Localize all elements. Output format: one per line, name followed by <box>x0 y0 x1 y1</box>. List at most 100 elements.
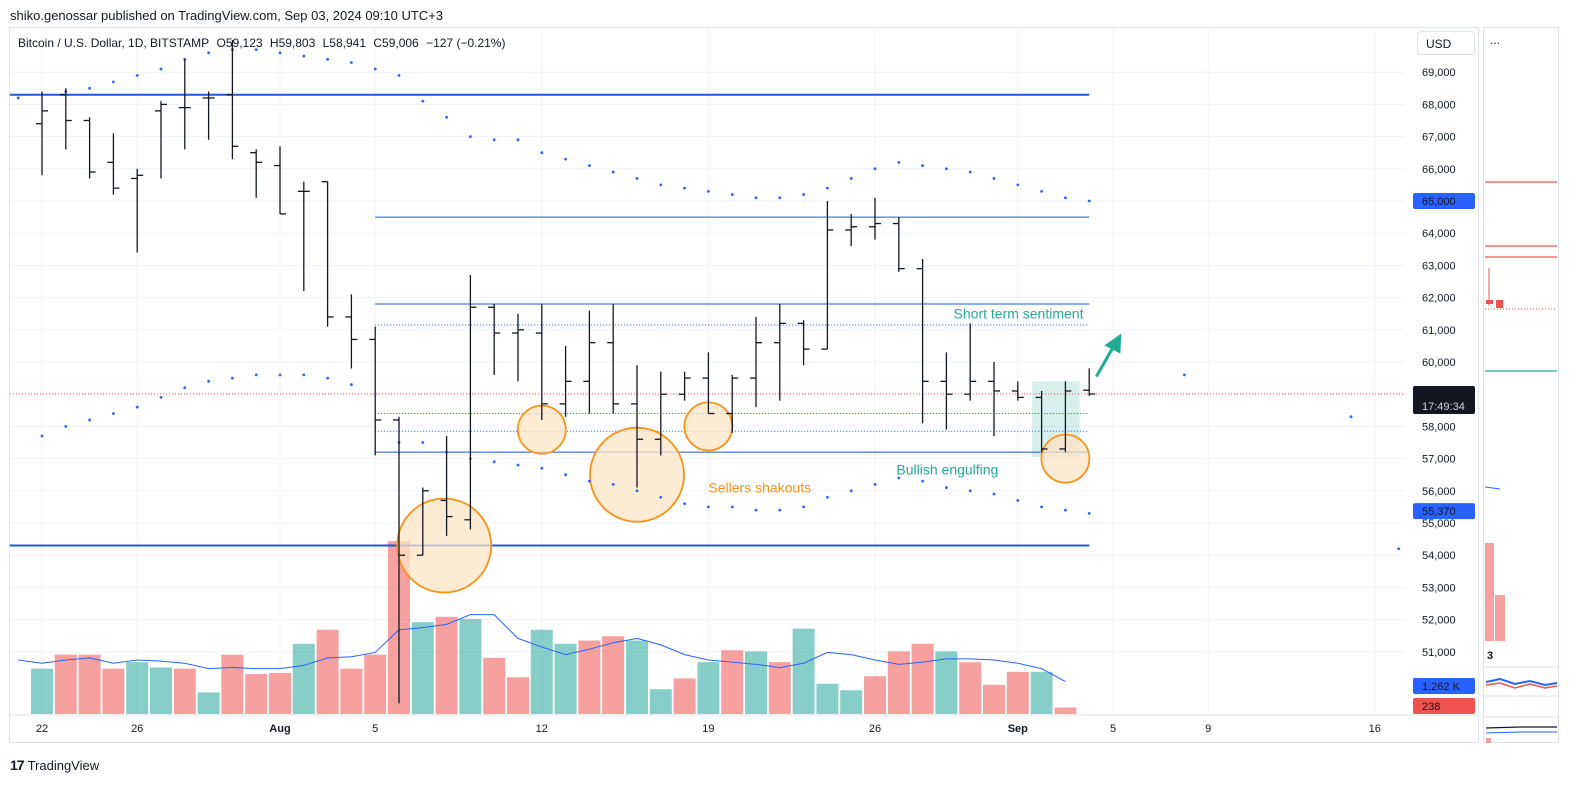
sar-dot <box>112 412 115 415</box>
sar-dot <box>1445 563 1448 566</box>
sar-dot <box>968 170 972 174</box>
x-tick-label: 19 <box>702 723 714 735</box>
sar-dot <box>659 183 663 187</box>
y-tick-label: 67,000 <box>1422 132 1456 144</box>
low-value: L58,941 <box>322 36 367 50</box>
sar-dot <box>135 405 139 409</box>
x-tick-label: Sep <box>1008 723 1028 735</box>
sar-dot <box>1016 499 1020 502</box>
y-tick-label: 52,000 <box>1422 615 1456 627</box>
price-label-text: 55,370 <box>1422 506 1456 518</box>
publish-line: shiko.genossar published on TradingView.… <box>10 8 444 23</box>
y-tick-label: 60,000 <box>1422 357 1456 369</box>
x-tick-label: 12 <box>536 723 548 735</box>
y-tick-label: 54,000 <box>1422 550 1456 562</box>
sar-dot <box>445 115 448 119</box>
y-tick-label: 69,000 <box>1422 67 1456 79</box>
volume-bar <box>673 678 696 714</box>
sar-dot <box>540 151 544 155</box>
sar-dot <box>802 505 805 509</box>
price-label-countdown: 17:49:34 <box>1422 401 1465 413</box>
volume-bar <box>1030 671 1053 714</box>
volume-label-box <box>1413 698 1475 714</box>
y-tick-label: 55,000 <box>1422 518 1456 530</box>
volume-bar <box>197 692 220 714</box>
volume-bar <box>935 651 958 714</box>
volume-label-text: 238 <box>1422 701 1440 713</box>
side-candle <box>1486 300 1493 304</box>
volume-ma-line <box>18 614 1066 683</box>
sar-dot <box>921 479 924 483</box>
volume-bar <box>173 668 196 714</box>
volume-bar <box>126 662 149 714</box>
sar-dot <box>968 489 972 493</box>
sar-dot <box>778 508 782 512</box>
side-line <box>1484 486 1501 490</box>
sar-dot <box>945 167 948 171</box>
y-tick-label: 57,000 <box>1422 454 1456 466</box>
side-mini-line <box>1485 726 1557 729</box>
volume-bar <box>411 622 434 714</box>
volume-bar <box>1006 671 1029 714</box>
volume-bar <box>31 668 53 714</box>
side-panel <box>1483 27 1559 743</box>
sar-dot <box>1016 183 1020 187</box>
sar-dot <box>350 61 353 64</box>
volume-bar <box>554 643 577 714</box>
volume-bar <box>887 651 910 714</box>
sar-dot <box>1040 189 1043 193</box>
sar-dot <box>302 54 306 58</box>
volume-bar <box>864 676 886 714</box>
volume-bar <box>649 689 672 714</box>
volume-bar <box>959 662 982 714</box>
symbol-name[interactable]: Bitcoin / U.S. Dollar, 1D, BITSTAMP <box>18 36 210 50</box>
sar-dot <box>849 489 853 493</box>
sar-dot <box>754 508 758 512</box>
volume-bar <box>292 643 315 714</box>
sar-dot <box>564 157 567 161</box>
sar-dot <box>730 505 734 509</box>
sar-dot <box>635 489 639 493</box>
volume-bar <box>911 643 934 714</box>
sar-dot <box>397 74 401 77</box>
sar-dot <box>635 177 639 180</box>
sar-dot <box>588 479 591 483</box>
volume-bar <box>530 629 553 714</box>
sar-dot <box>112 80 115 84</box>
sar-dot <box>421 99 425 103</box>
sar-dot <box>207 379 211 383</box>
x-tick-label: 5 <box>1110 723 1116 735</box>
sar-dot <box>516 138 520 142</box>
volume-bar <box>316 629 339 714</box>
sar-dot <box>492 460 496 464</box>
y-tick-label: 62,000 <box>1422 293 1456 305</box>
sar-dot <box>897 476 901 480</box>
tradingview-logo-icon: 17 <box>10 757 25 773</box>
sar-dot <box>469 135 472 139</box>
volume-label-text: 1.262 K <box>1422 681 1461 693</box>
more-menu-button[interactable]: ... <box>1490 33 1501 47</box>
high-value: H59,803 <box>269 36 316 50</box>
side-mini-line <box>1485 677 1558 687</box>
volume-bar <box>840 690 863 714</box>
sar-dot <box>849 177 853 180</box>
volume-bar <box>245 674 268 714</box>
sar-dot <box>254 48 258 52</box>
sar-dot <box>826 495 829 499</box>
sar-dot <box>1064 508 1067 512</box>
sar-dot <box>278 51 282 55</box>
currency-button[interactable]: USD <box>1417 31 1475 55</box>
side-mini-bar <box>1486 738 1491 743</box>
volume-bar <box>697 662 720 714</box>
sar-dot <box>207 51 211 55</box>
volume-bar <box>792 628 815 714</box>
side-panel-label: 3 <box>1487 650 1494 662</box>
sar-dot <box>1064 196 1067 200</box>
sar-dot <box>278 373 282 377</box>
brand[interactable]: 17 TradingView <box>10 757 99 773</box>
x-tick-label: 22 <box>36 723 48 735</box>
volume-bar <box>816 683 839 714</box>
close-value: C59,006 <box>373 36 419 50</box>
volume-bar <box>364 654 387 714</box>
